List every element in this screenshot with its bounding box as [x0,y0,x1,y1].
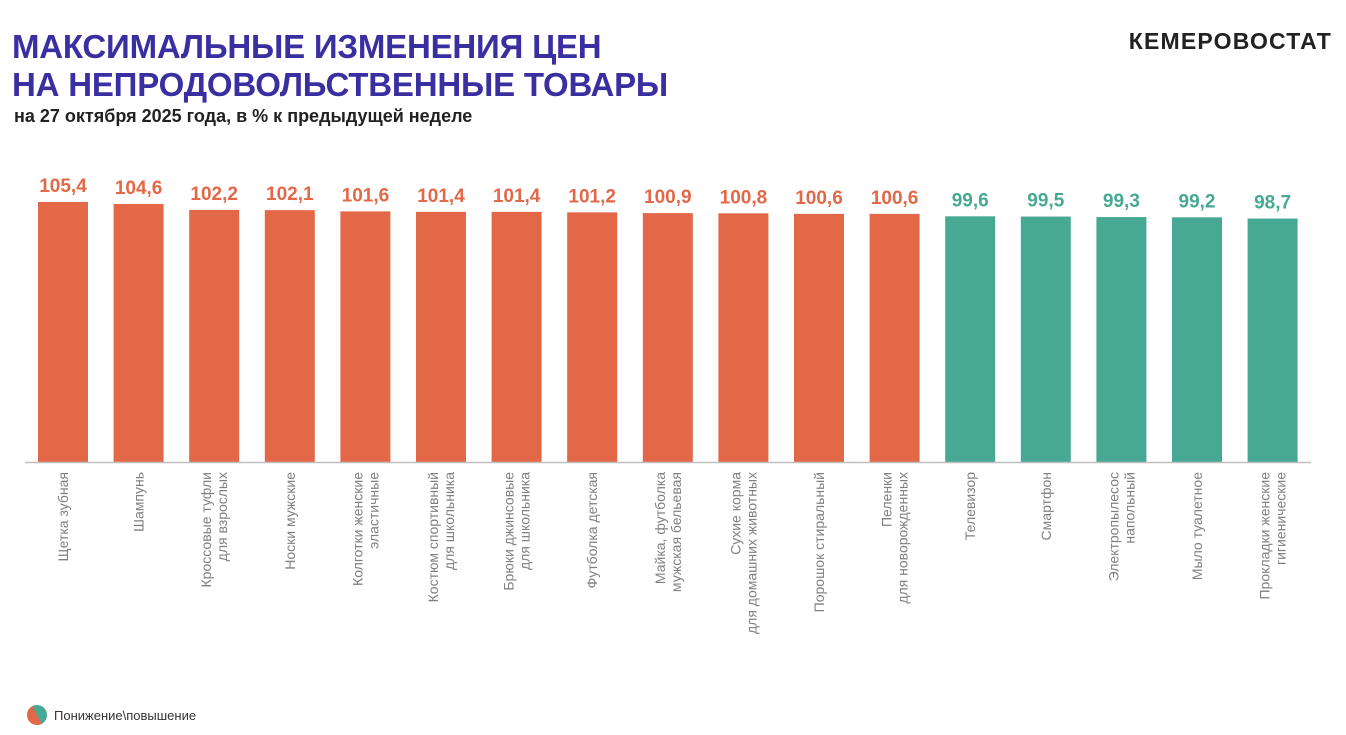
category-label-line: Пеленки [879,472,895,527]
category-label-1: Щетка зубная [55,472,71,562]
brand-logo: КЕМЕРОВОСТАТ [1128,28,1332,54]
category-label-12: Пеленки для новорожденных [879,472,911,604]
bar-12 [869,213,920,462]
data-label-5: 101,6 [342,185,390,206]
category-label-line: Носки мужские [282,472,298,570]
category-label-3: Кроссовые туфли для взрослых [198,472,230,587]
category-label-line: для школьника [441,472,457,570]
bar-chart: 105,4 Щетка зубная 104,6 Шампунь 102,2 Кроссо… [25,176,1311,634]
category-label-5: Колготки женские эластичные [349,472,381,586]
bar-1 [38,202,88,462]
bar-4 [264,210,315,462]
category-label-line: Костюм спортивный [425,472,441,602]
bar-17 [1247,218,1298,462]
bar-10 [718,213,769,462]
data-label-17: 98,7 [1254,193,1291,214]
data-label-2: 104,6 [115,178,163,199]
category-label-line: Кроссовые туфли [198,472,214,587]
category-label-7: Брюки джинсовые для школьника [501,472,533,591]
data-label-6: 101,4 [417,186,465,207]
bar-7 [491,211,542,462]
category-label-10: Сухие корма для домашних животных [727,472,759,634]
category-label-17: Прокладки женские гигиенические [1257,472,1289,600]
data-label-11: 100,6 [795,188,843,209]
data-label-3: 102,2 [190,184,238,205]
category-label-line: Прокладки женские [1257,472,1273,600]
category-label-line: Сухие корма [727,472,743,555]
bar-11 [794,213,844,462]
category-label-line: напольный [1121,472,1137,544]
data-label-13: 99,6 [952,190,989,211]
category-label-2: Шампунь [131,472,147,532]
category-label-6: Костюм спортивный для школьника [425,472,457,603]
category-label-line: гигиенические [1273,472,1289,565]
category-label-9: Майка, футболка мужская бельевая [652,472,684,592]
category-label-line: Электропылесос [1105,472,1121,581]
category-label-8: Футболка детская [584,472,600,588]
data-label-4: 102,1 [266,184,314,205]
category-label-line: Телевизор [962,472,978,540]
category-label-line: для домашних животных [743,472,759,634]
bar-13 [945,216,996,462]
data-label-14: 99,5 [1027,191,1064,212]
category-label-11: Порошок стиральный [811,472,827,612]
category-label-line: Щетка зубная [55,472,71,562]
data-label-1: 105,4 [39,176,87,197]
category-label-line: Шампунь [131,472,147,532]
data-label-9: 100,9 [644,187,692,208]
category-label-line: Колготки женские [349,472,365,586]
bar-3 [189,209,240,462]
bar-15 [1096,217,1147,462]
legend-split-circle-icon [27,705,47,725]
category-label-line: Порошок стиральный [811,472,827,612]
page-subtitle: на 27 октября 2025 года, в % к предыдуще… [14,106,473,126]
data-label-7: 101,4 [493,186,541,207]
category-label-4: Носки мужские [282,472,298,570]
category-label-16: Мыло туалетное [1189,472,1205,580]
category-label-14: Смартфон [1038,472,1054,540]
data-label-10: 100,8 [720,187,768,208]
page-title-line-1: МАКСИМАЛЬНЫЕ ИЗМЕНЕНИЯ ЦЕН [12,28,602,65]
bar-14 [1020,216,1071,462]
category-label-line: для школьника [517,472,533,570]
category-label-line: Смартфон [1038,472,1054,540]
category-label-line: Футболка детская [584,472,600,588]
category-label-line: для новорожденных [895,472,911,604]
legend-label: Понижение\повышение [54,707,197,723]
data-label-8: 101,2 [568,186,616,207]
bar-6 [416,211,466,462]
bar-5 [340,211,391,462]
category-label-13: Телевизор [962,472,978,540]
bar-9 [642,213,693,462]
page-title: МАКСИМАЛЬНЫЕ ИЗМЕНЕНИЯ ЦЕН НА НЕПРОДОВОЛ… [12,28,668,104]
bar-8 [567,212,618,462]
category-label-line: эластичные [365,472,381,549]
category-label-line: для взрослых [214,472,230,561]
data-label-12: 100,6 [871,188,919,209]
legend: Понижение\повышение [27,705,196,725]
category-label-line: мужская бельевая [668,472,684,592]
category-label-15: Электропылесос напольный [1105,472,1137,581]
bar-2 [113,203,164,462]
data-label-16: 99,2 [1179,191,1216,212]
bar-16 [1172,217,1222,462]
category-label-line: Мыло туалетное [1189,472,1205,580]
page-title-line-2: НА НЕПРОДОВОЛЬСТВЕННЫЕ ТОВАРЫ [12,66,668,103]
category-label-line: Майка, футболка [652,472,668,584]
data-label-15: 99,3 [1103,191,1140,212]
category-label-line: Брюки джинсовые [501,472,517,591]
